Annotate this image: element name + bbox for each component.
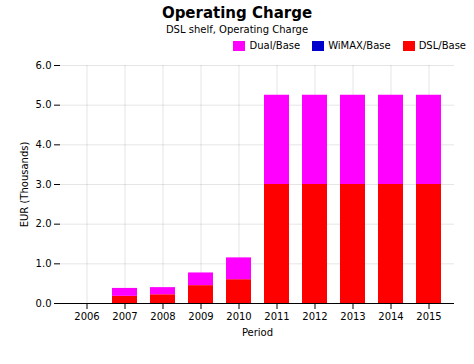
svg-text:6.0: 6.0	[36, 60, 52, 71]
svg-text:1.0: 1.0	[36, 258, 52, 269]
svg-text:2013: 2013	[340, 311, 365, 322]
svg-text:4.0: 4.0	[36, 139, 52, 150]
svg-text:0.0: 0.0	[36, 298, 52, 309]
svg-text:2010: 2010	[226, 311, 251, 322]
svg-text:2006: 2006	[74, 311, 99, 322]
html-text:DSL/Base: DSL/Base	[418, 40, 466, 51]
html-text:Operating Charge: Operating Charge	[161, 4, 313, 22]
svg-text:2014: 2014	[378, 311, 403, 322]
svg-text:2015: 2015	[416, 311, 441, 322]
svg-text:2009: 2009	[188, 311, 213, 322]
svg-text:EUR (Thousands): EUR (Thousands)	[19, 142, 30, 228]
svg-text:2008: 2008	[150, 311, 175, 322]
html-text:DSL shelf, Operating Charge: DSL shelf, Operating Charge	[165, 24, 309, 35]
html-text:Dual/Base: Dual/Base	[249, 40, 301, 51]
svg-text:2012: 2012	[302, 311, 327, 322]
svg-text:2.0: 2.0	[36, 218, 52, 229]
html-text:WiMAX/Base: WiMAX/Base	[328, 40, 391, 51]
svg-text:2007: 2007	[112, 311, 137, 322]
svg-text:Period: Period	[242, 327, 273, 338]
svg-text:5.0: 5.0	[36, 99, 52, 110]
svg-text:2011: 2011	[264, 311, 289, 322]
svg-text:3.0: 3.0	[36, 179, 52, 190]
